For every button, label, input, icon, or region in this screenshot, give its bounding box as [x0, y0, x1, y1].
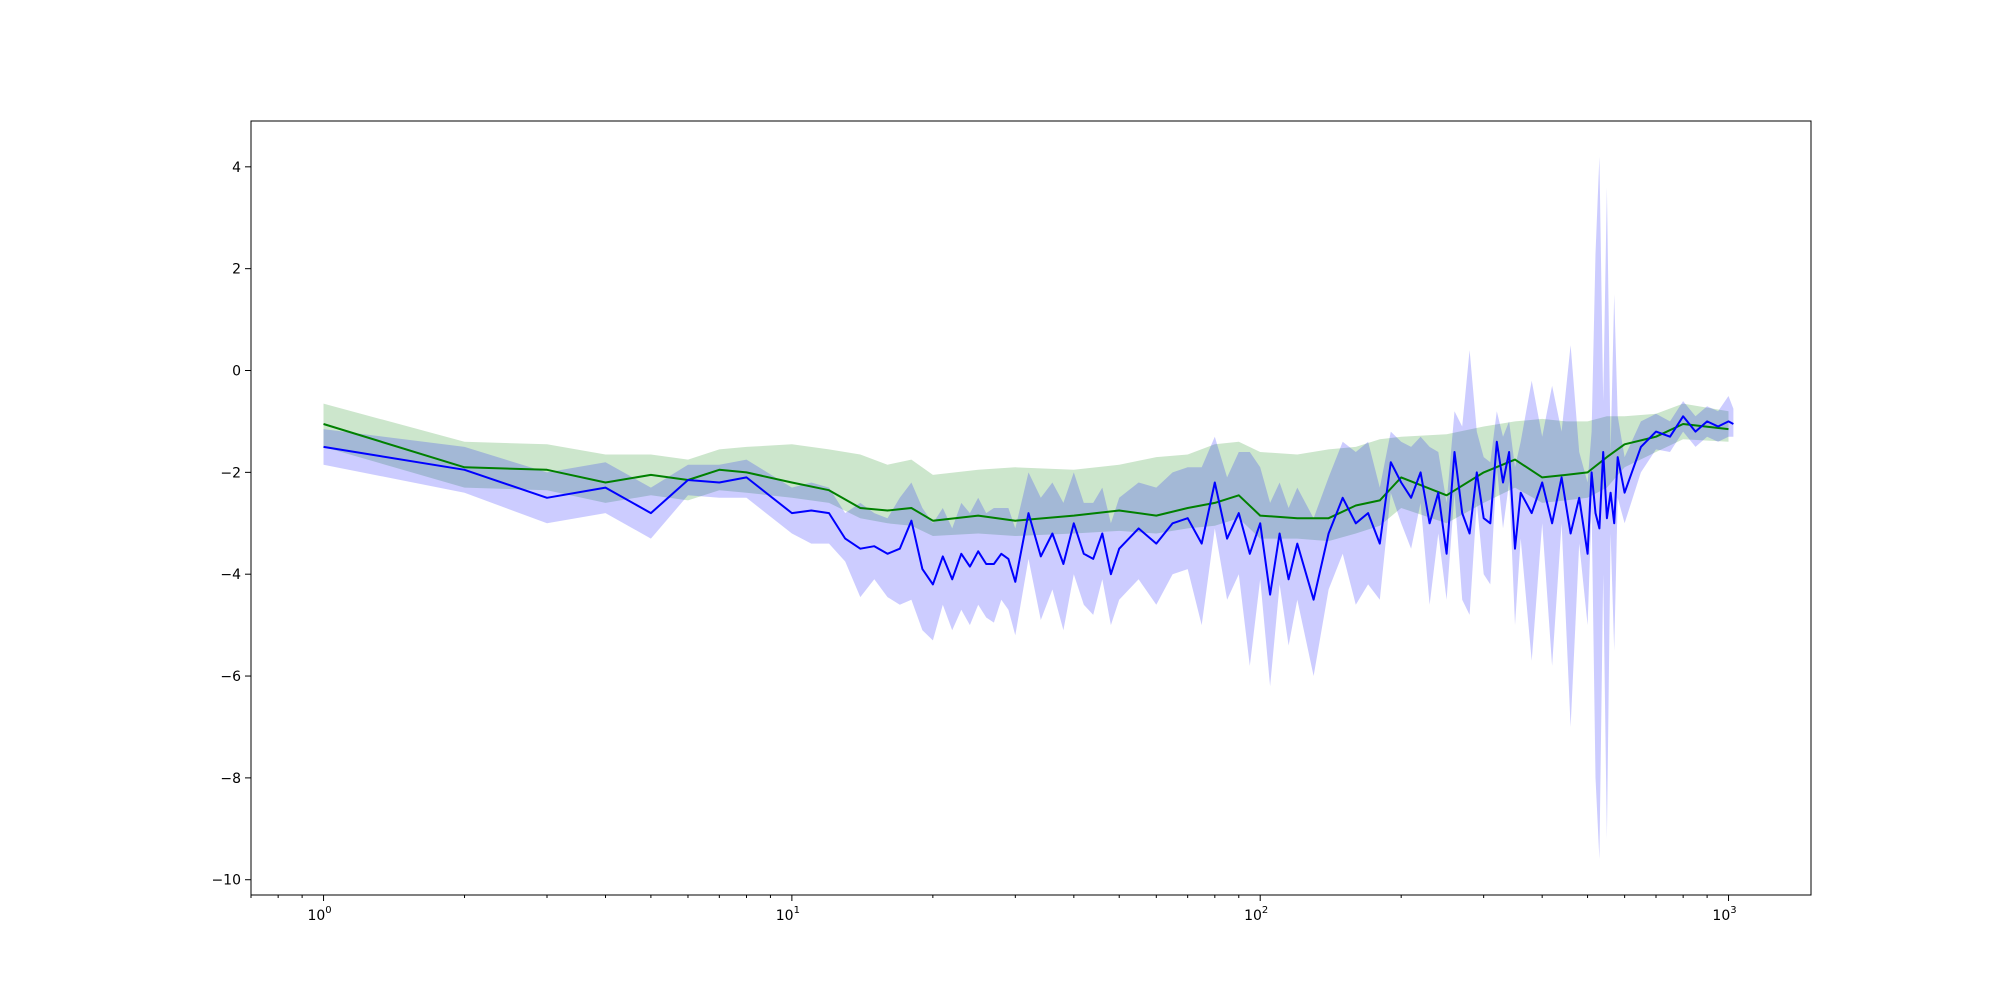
line-series-2 [323, 415, 1734, 601]
band-series-2 [323, 156, 1734, 860]
y-tick-label: 2 [232, 262, 241, 278]
x-tick-label: 103 [1712, 905, 1736, 924]
y-tick-label: −6 [220, 669, 241, 685]
y-tick-label: −4 [220, 567, 241, 583]
y-tick-label: −2 [220, 465, 241, 481]
y-tick-label: −10 [211, 873, 241, 889]
x-tick-label: 101 [776, 905, 800, 924]
x-tick-label: 102 [1244, 905, 1268, 924]
series-lines [323, 415, 1734, 601]
y-axis: 4 2 0 −2 −4 −6 −8 −10 [211, 160, 251, 889]
x-tick-label: 100 [307, 905, 331, 924]
plot-frame [250, 120, 1812, 896]
confidence-bands [323, 156, 1734, 860]
y-tick-label: −8 [220, 771, 241, 787]
line-series-1 [323, 423, 1729, 522]
band-series-1 [323, 403, 1729, 542]
y-tick-label: 4 [232, 160, 241, 176]
x-axis: 100 101 102 103 [250, 895, 1737, 924]
y-tick-label: 0 [232, 364, 241, 380]
